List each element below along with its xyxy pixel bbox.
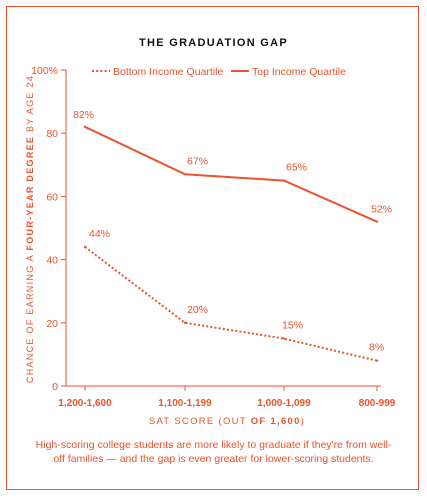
- y-tick-label: 60: [46, 191, 58, 203]
- data-label: 15%: [282, 320, 303, 332]
- data-point: [282, 337, 286, 340]
- data-label: 67%: [187, 155, 208, 167]
- data-label: 44%: [89, 228, 110, 240]
- data-label: 65%: [286, 162, 307, 174]
- x-axis: 1,200-1,600 1,100-1,199 1,000-1,099 800-999: [58, 385, 396, 409]
- data-label: 82%: [73, 109, 94, 121]
- bottom-quartile-line: [84, 246, 378, 362]
- x-tick-label: 1,100-1,199: [158, 398, 212, 409]
- legend-label-top: Top Income Quartile: [252, 66, 346, 78]
- y-axis: 0 20 40 60 80 100%: [31, 65, 67, 393]
- data-point: [183, 321, 187, 324]
- series-group: [83, 125, 379, 362]
- data-labels: 44% 20% 15% 8% 82% 67% 65% 52%: [73, 109, 392, 354]
- data-point: [282, 179, 286, 182]
- data-label: 20%: [187, 304, 208, 316]
- x-tick-label: 1,200-1,600: [58, 398, 112, 409]
- data-point: [83, 245, 87, 249]
- chart-title: THE GRADUATION GAP: [139, 37, 288, 49]
- x-tick-label: 800-999: [359, 398, 396, 409]
- data-label: 52%: [371, 204, 392, 216]
- legend: Bottom Income Quartile Top Income Quarti…: [92, 66, 346, 78]
- x-tick-label: 1,000-1,099: [257, 398, 311, 409]
- data-point: [375, 359, 379, 362]
- y-tick-label: 40: [46, 255, 58, 267]
- x-axis-label: SAT SCORE (OUT OF 1,600): [149, 416, 305, 427]
- data-point: [183, 173, 187, 176]
- top-quartile-line: [84, 125, 378, 223]
- y-tick-label: 0: [52, 381, 58, 393]
- y-axis-label: CHANCE OF EARNING A FOUR-YEAR DEGREE BY …: [25, 75, 35, 383]
- chart-caption: High-scoring college students are more l…: [35, 439, 392, 465]
- chart-frame: [6, 6, 419, 490]
- legend-label-bottom: Bottom Income Quartile: [113, 66, 223, 78]
- y-tick-label: 80: [46, 128, 58, 140]
- y-tick-label: 20: [46, 318, 58, 330]
- data-point: [375, 220, 379, 223]
- data-label: 8%: [369, 342, 384, 354]
- y-tick-label: 100%: [31, 65, 58, 77]
- data-point: [83, 125, 87, 129]
